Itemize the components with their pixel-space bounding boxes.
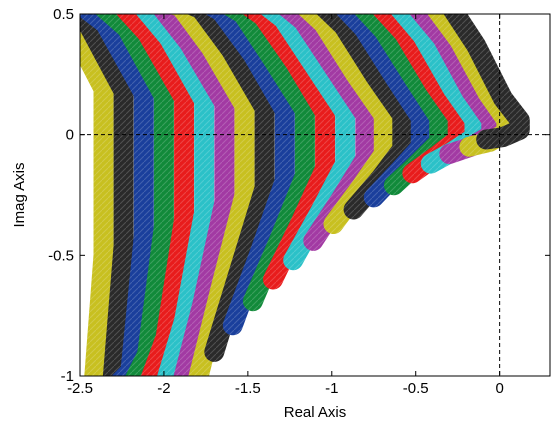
- x-axis: -2.5 -2 -1.5 -1 -0.5 0: [67, 14, 504, 397]
- x-tick-label: -1: [325, 380, 338, 397]
- y-tick-label: -1: [61, 368, 74, 385]
- y-tick-label: 0: [66, 127, 74, 144]
- y-tick-label: 0.5: [53, 6, 74, 23]
- x-tick-label: -2.5: [67, 380, 93, 397]
- y-tick-label: -0.5: [48, 247, 74, 264]
- x-tick-label: -0.5: [403, 380, 429, 397]
- plot-frame: [79, 13, 551, 377]
- x-axis-title: Real Axis: [284, 404, 347, 421]
- y-axis-title: Imag Axis: [11, 162, 28, 227]
- x-tick-label: -1.5: [235, 380, 261, 397]
- x-tick-label: -2: [157, 380, 170, 397]
- y-axis: -1 -0.5 0 0.5: [48, 6, 550, 385]
- x-tick-label: 0: [495, 380, 503, 397]
